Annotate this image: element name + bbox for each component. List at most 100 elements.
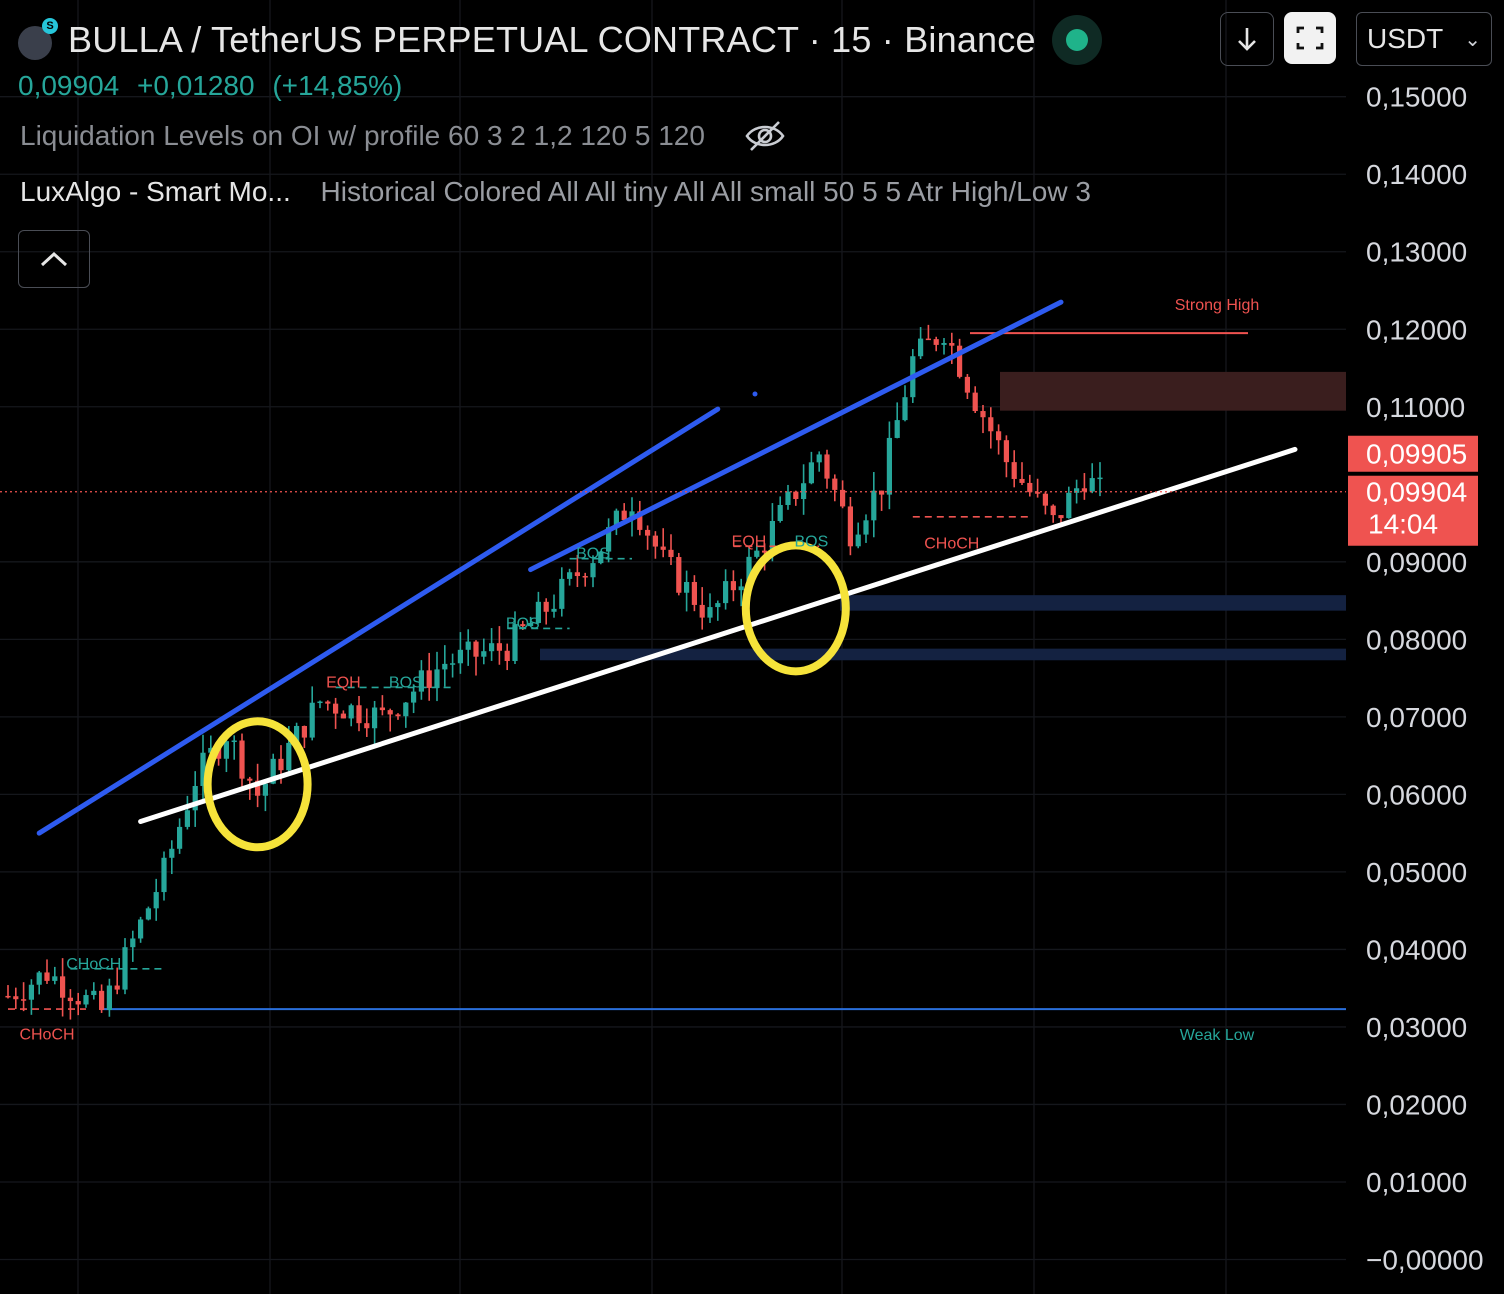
price-tick-label: 0,02000 <box>1366 1089 1467 1120</box>
candle-body <box>387 710 393 715</box>
price-tick-label: 0,07000 <box>1366 702 1467 733</box>
price-tick-label: 0,12000 <box>1366 314 1467 345</box>
candle-body <box>60 976 66 998</box>
candle-body <box>793 491 799 500</box>
candle-body <box>184 810 190 827</box>
candle-body <box>177 826 183 849</box>
structure-label: EQH <box>732 533 767 550</box>
currency-select[interactable]: USDT ⌄ <box>1356 12 1492 66</box>
chart-header: S BULLA / TetherUS PERPETUAL CONTRACT · … <box>0 0 1504 300</box>
candle-body <box>754 550 760 557</box>
ask-price-label: 0,09905 <box>1366 439 1467 470</box>
ask-price-tag <box>1348 435 1478 472</box>
candle-body <box>933 339 939 345</box>
candle-body <box>1003 440 1009 463</box>
candle-body <box>364 723 370 729</box>
candle-body <box>75 1001 81 1005</box>
candle-body <box>1027 482 1033 493</box>
price-tick-label: 0,03000 <box>1366 1012 1467 1043</box>
candle-body <box>746 556 752 587</box>
candle-body <box>169 848 175 858</box>
candle-body <box>1081 488 1087 492</box>
structure-label: BOS <box>506 615 540 632</box>
candle-body <box>442 663 448 670</box>
price-tick-label: 0,15000 <box>1366 82 1467 113</box>
bid-price-tag <box>1348 475 1478 546</box>
candle-body <box>1058 515 1064 519</box>
fullscreen-icon <box>1296 26 1324 50</box>
candle-body <box>434 669 440 688</box>
structure-label: BOS <box>389 674 423 691</box>
candle-body <box>262 783 268 796</box>
candle-body <box>988 417 994 432</box>
candle-body <box>208 747 214 753</box>
candle-body <box>769 521 775 553</box>
indicator-liquidation[interactable]: Liquidation Levels on OI w/ profile 60 3… <box>20 118 787 154</box>
candle-body <box>863 520 869 535</box>
candle-body <box>36 972 42 985</box>
avatar-icon[interactable]: S <box>18 18 58 60</box>
structure-label: Weak Low <box>1180 1027 1255 1044</box>
trendline-lower <box>138 446 1298 825</box>
candle-body <box>606 527 612 552</box>
candle-body <box>925 338 931 341</box>
order-block-zone <box>840 595 1346 611</box>
download-button[interactable] <box>1220 12 1274 66</box>
candle-body <box>621 510 627 521</box>
candle-body <box>808 462 814 484</box>
structure-label: CHoCH <box>924 536 979 553</box>
countdown-label: 14:04 <box>1368 509 1438 540</box>
candle-body <box>426 670 432 688</box>
candle-body <box>403 702 409 717</box>
candle-body <box>130 938 136 948</box>
candle-body <box>418 670 424 692</box>
candle-body <box>223 741 229 759</box>
candle-body <box>996 431 1002 441</box>
structure-label: BOS <box>795 533 829 550</box>
candle-body <box>668 549 674 558</box>
candle-body <box>941 343 947 345</box>
chevron-up-icon <box>40 251 68 267</box>
symbol-title[interactable]: BULLA / TetherUS PERPETUAL CONTRACT · 15… <box>68 19 1036 60</box>
currency-label: USDT <box>1367 23 1444 54</box>
price-tick-label: −0,00000 <box>1366 1245 1484 1276</box>
structure-label: Strong High <box>1175 297 1260 314</box>
price-tick-label: 0,04000 <box>1366 934 1467 965</box>
order-block-zone <box>1000 371 1346 411</box>
candle-body <box>645 529 651 536</box>
candle-body <box>847 506 853 547</box>
indicator-liquidation-label: Liquidation Levels on OI w/ profile 60 3… <box>20 120 705 151</box>
candle-body <box>91 990 97 996</box>
candle-body <box>333 703 339 714</box>
candle-body <box>348 705 354 719</box>
candle-body <box>457 649 463 664</box>
indicator-smc[interactable]: LuxAlgo - Smart Mo... Historical Colored… <box>20 176 1091 208</box>
trendline-upper <box>36 406 721 836</box>
drawing-dot <box>752 391 758 397</box>
candle-body <box>5 995 11 998</box>
price-tick-label: 0,09000 <box>1366 547 1467 578</box>
symbol-row[interactable]: S BULLA / TetherUS PERPETUAL CONTRACT · … <box>18 15 1102 65</box>
candle-body <box>231 740 237 743</box>
eye-off-icon[interactable] <box>743 118 787 154</box>
candle-body <box>574 572 580 577</box>
bid-price-label: 0,09904 <box>1366 477 1467 508</box>
candle-body <box>707 607 713 618</box>
candle-body <box>481 651 487 657</box>
price-tick-label: 0,14000 <box>1366 159 1467 190</box>
fullscreen-button[interactable] <box>1284 12 1336 64</box>
candle-body <box>1019 478 1025 483</box>
candle-body <box>379 707 385 711</box>
candle-body <box>902 397 908 421</box>
candle-body <box>138 919 144 939</box>
candle-body <box>957 345 963 377</box>
candle-body <box>801 483 807 500</box>
collapse-indicators-button[interactable] <box>18 230 90 288</box>
candle-body <box>270 758 276 784</box>
candle-body <box>496 643 502 651</box>
candle-body <box>473 641 479 657</box>
candles <box>5 324 1103 1020</box>
last-price: 0,09904 <box>18 70 120 101</box>
candle-body <box>145 908 151 920</box>
